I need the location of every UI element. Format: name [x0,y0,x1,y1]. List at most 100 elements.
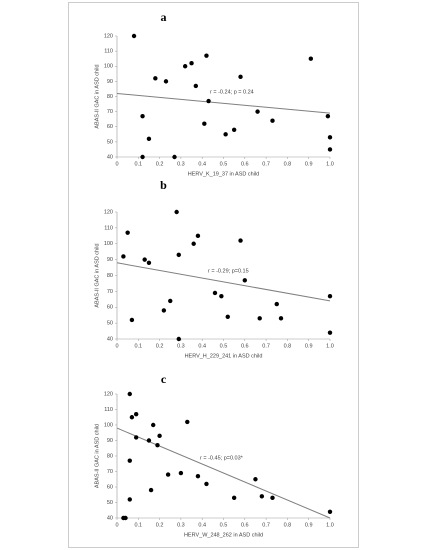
point [327,293,333,299]
x-tick-label: 0.4 [198,343,206,349]
point [178,470,184,476]
point [185,419,190,425]
point [308,56,314,61]
x-tick-label: 0.6 [241,522,249,528]
point [129,415,135,420]
point [146,136,152,142]
point [219,293,224,299]
point [204,53,209,58]
point [125,230,130,235]
x-tick-label: 0.8 [284,161,292,167]
panel-label: a [161,10,167,24]
y-tick-label: 80 [107,453,113,459]
x-tick-label: 0.6 [241,161,249,167]
point [157,433,162,439]
annotation: r = -0.24; p = 0.24 [210,89,254,95]
point [238,74,243,80]
y-tick-label: 70 [107,109,113,115]
y-tick-label: 90 [107,257,113,263]
point [146,260,152,265]
y-tick-label: 110 [104,407,113,413]
x-tick-label: 0.8 [284,343,292,349]
point [146,438,152,443]
point [253,477,258,482]
point [270,495,275,501]
point [204,481,209,487]
point [193,83,199,89]
y-tick-label: 70 [107,469,113,475]
x-tick-label: 0.7 [262,522,270,528]
x-axis-label: HERV_W_248_262 in ASD child [184,532,263,538]
x-tick-label: 0 [115,161,118,167]
x-tick-label: 0.3 [177,161,185,167]
trend-line [116,427,331,519]
point [270,118,275,123]
point [327,509,333,514]
trend-line [116,262,331,302]
point [225,314,230,319]
point [131,33,137,39]
x-tick-label: 0 [115,343,118,349]
y-axis-label: ABAS-II GAC in ASD child [94,243,100,307]
point [140,113,145,119]
point [212,290,218,296]
point [148,487,154,493]
y-tick-label: 90 [107,79,113,85]
point [327,330,333,335]
point [133,435,139,440]
point [327,135,333,140]
point [257,316,262,321]
point [123,515,128,521]
panel-label: b [160,178,167,192]
point [259,494,265,499]
y-tick-label: 110 [104,49,113,55]
point [174,209,179,215]
x-tick-label: 0.7 [262,343,270,349]
point [255,109,260,114]
y-axis-label: ABAS-II GAC in ASD child [94,64,100,128]
x-tick-label: 0.3 [177,522,185,528]
y-tick-label: 110 [104,225,113,231]
point [163,79,169,84]
y-tick-label: 70 [107,289,113,295]
point [327,147,333,152]
x-tick-label: 0.2 [156,343,164,349]
y-tick-label: 100 [104,422,113,428]
x-tick-label: 0.1 [134,161,142,167]
x-tick-label: 0.1 [134,522,142,528]
x-tick-label: 0.2 [156,522,164,528]
point [176,252,181,258]
point [142,257,147,262]
point [133,411,139,417]
point [165,472,171,477]
point [176,336,181,342]
point [202,121,207,126]
point [127,458,132,463]
x-tick-label: 1.0 [326,161,334,167]
x-tick-label: 1.0 [326,343,334,349]
point [223,132,228,137]
point [325,113,331,119]
x-tick-label: 0.4 [198,522,206,528]
y-tick-label: 60 [107,484,113,490]
y-tick-label: 40 [107,154,113,160]
point [127,391,132,397]
point [182,64,188,69]
point [155,442,160,448]
x-tick-label: 0.3 [177,343,185,349]
x-tick-label: 0.2 [156,161,164,167]
y-tick-label: 60 [107,124,113,130]
x-tick-label: 0 [115,522,118,528]
point [127,497,132,502]
point [153,76,158,81]
y-tick-label: 120 [104,209,113,215]
y-tick-label: 120 [104,33,113,39]
x-tick-label: 0.7 [262,161,270,167]
figure-border [68,2,359,548]
x-tick-label: 0.9 [305,161,313,167]
annotation: r = -0.45; p=0.03* [200,455,244,461]
y-tick-label: 50 [107,139,113,145]
y-tick-label: 100 [104,64,113,70]
y-axis-label: ABAS-II GAC in ASD child [94,424,100,488]
